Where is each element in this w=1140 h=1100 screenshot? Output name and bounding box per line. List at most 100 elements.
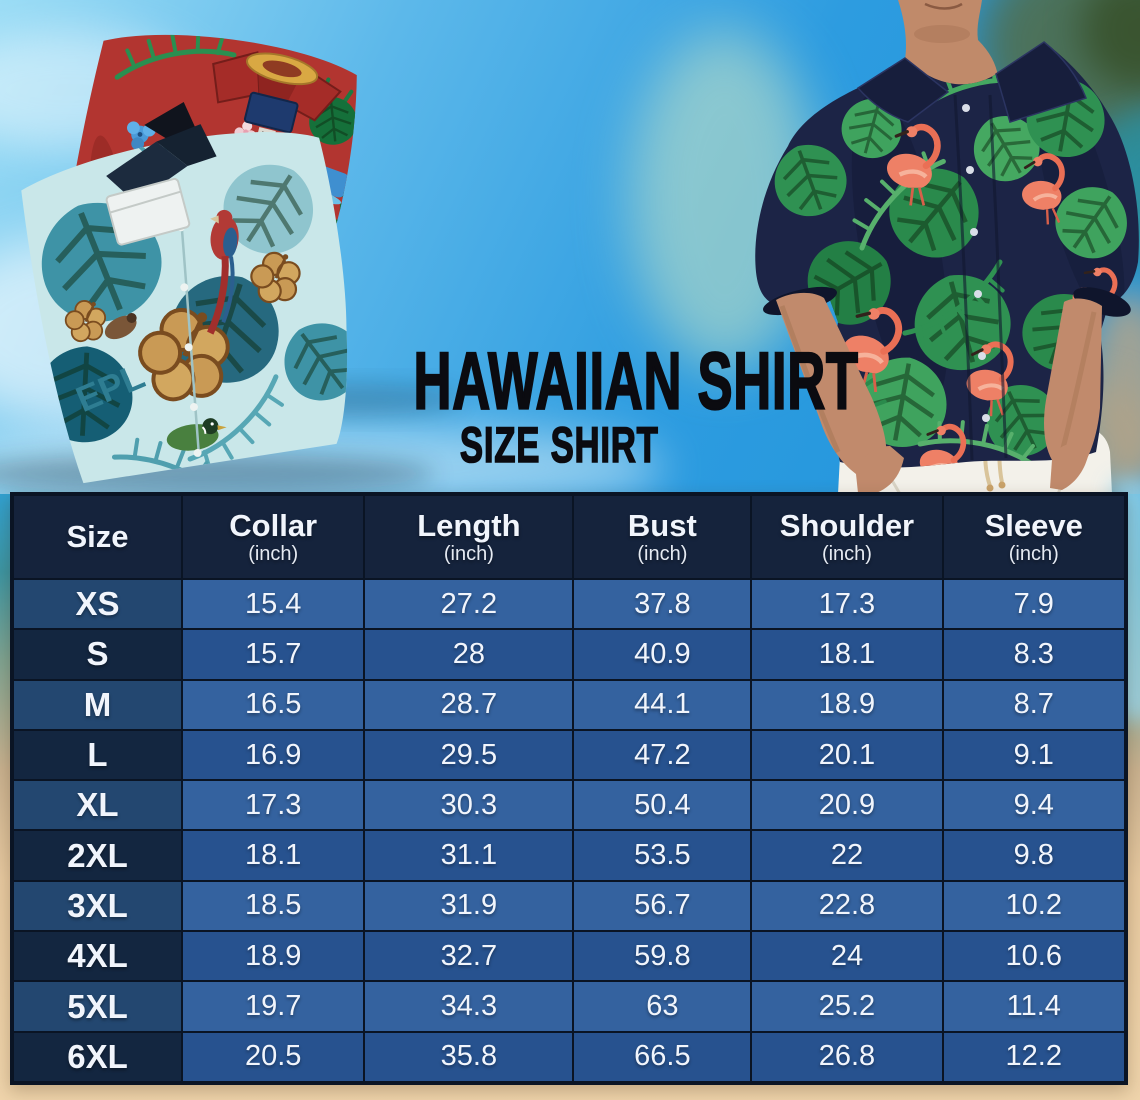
parrot-print — [207, 209, 239, 335]
col-header-unit: (inch) — [443, 542, 494, 565]
col-header-bust: Bust (inch) — [573, 495, 752, 579]
col-header-unit: (inch) — [637, 542, 688, 565]
size-row-m: M 16.5 28.7 44.1 18.9 8.7 — [13, 679, 1125, 730]
col-header-collar: Collar (inch) — [182, 495, 365, 579]
man-left-hand — [856, 446, 904, 493]
shirt-collar — [995, 41, 1087, 123]
value-cell-s-collar: 15.7 — [182, 629, 365, 680]
value-cell-m-shoulder: 18.9 — [751, 679, 943, 730]
size-label-cell: XL — [13, 780, 183, 831]
value-cell-2xl-length: 31.1 — [364, 830, 574, 881]
value-cell-5xl-collar: 19.7 — [182, 981, 365, 1032]
value-cell-5xl-shoulder: 25.2 — [751, 981, 943, 1032]
size-label-cell: 5XL — [13, 981, 183, 1032]
hero-illustration: IN M — [0, 0, 1139, 494]
value-cell-m-length: 28.7 — [364, 679, 574, 730]
value-cell-s-sleeve: 8.3 — [942, 629, 1125, 680]
col-header-shoulder: Shoulder (inch) — [751, 495, 943, 579]
value-cell-2xl-collar: 18.1 — [182, 830, 365, 881]
size-label-cell: S — [13, 629, 183, 680]
value-cell-l-sleeve: 9.1 — [942, 729, 1125, 781]
col-header-label: Shoulder — [779, 508, 915, 543]
value-cell-xl-collar: 17.3 — [182, 780, 365, 831]
value-cell-2xl-bust: 53.5 — [573, 830, 752, 881]
header-row: Size Collar (inch) Length (inch) Bust (inch) Sh… — [13, 495, 1125, 579]
value-cell-xl-length: 30.3 — [364, 780, 574, 831]
value-cell-6xl-bust: 66.5 — [573, 1031, 752, 1082]
value-cell-5xl-bust: 63 — [573, 981, 752, 1032]
value-cell-4xl-collar: 18.9 — [182, 931, 365, 982]
size-label-cell: 4XL — [13, 931, 183, 982]
size-row-3xl: 3XL 18.5 31.9 56.7 22.8 10.2 — [13, 880, 1125, 932]
col-header-label: Sleeve — [984, 508, 1083, 543]
value-cell-m-collar: 16.5 — [182, 679, 365, 730]
value-cell-6xl-collar: 20.5 — [182, 1031, 365, 1082]
value-cell-4xl-bust: 59.8 — [573, 931, 752, 982]
size-label-cell: M — [13, 679, 183, 730]
value-cell-l-collar: 16.9 — [182, 729, 365, 781]
value-cell-xs-bust: 37.8 — [573, 579, 752, 630]
value-cell-l-bust: 47.2 — [573, 729, 752, 781]
value-cell-2xl-sleeve: 9.8 — [942, 830, 1125, 881]
red-shirt-brand-label — [243, 91, 299, 134]
col-header-unit: (inch) — [1008, 542, 1059, 565]
poster-title: HAWAIIAN SHIRT SIZE SHIRT — [327, 340, 859, 473]
size-row-l: L 16.9 29.5 47.2 20.1 9.1 — [13, 729, 1125, 781]
value-cell-5xl-sleeve: 11.4 — [942, 981, 1125, 1032]
man-right-hand — [1050, 443, 1088, 490]
size-chart-table: Size Collar (inch) Length (inch) Bust (inch) Sh… — [10, 492, 1128, 1085]
beach-hero-photo: IN M — [0, 0, 1140, 494]
value-cell-xl-shoulder: 20.9 — [751, 780, 943, 831]
size-label-cell: XS — [13, 579, 183, 630]
teal-shirt-collar — [106, 141, 188, 203]
value-cell-3xl-bust: 56.7 — [573, 880, 752, 932]
teal-hawaiian-shirt: EPL — [0, 101, 365, 494]
col-header-label: Size — [66, 519, 129, 555]
value-cell-m-sleeve: 8.7 — [942, 679, 1125, 730]
value-cell-4xl-length: 32.7 — [364, 931, 574, 982]
man-right-forearm — [1044, 298, 1102, 468]
value-cell-xs-collar: 15.4 — [182, 579, 365, 630]
size-row-s: S 15.7 28 40.9 18.1 8.3 — [13, 629, 1125, 680]
value-cell-4xl-sleeve: 10.6 — [942, 931, 1125, 982]
value-cell-6xl-length: 35.8 — [364, 1031, 574, 1082]
col-header-size: Size — [13, 495, 183, 579]
col-header-label: Collar — [229, 508, 318, 543]
value-cell-xs-shoulder: 17.3 — [751, 579, 943, 630]
value-cell-s-bust: 40.9 — [573, 629, 752, 680]
col-header-unit: (inch) — [248, 542, 299, 565]
value-cell-l-shoulder: 20.1 — [751, 729, 943, 781]
col-header-length: Length (inch) — [364, 495, 574, 579]
title-line-2: SIZE SHIRT — [460, 416, 659, 473]
size-label-cell: 2XL — [13, 830, 183, 881]
value-cell-6xl-shoulder: 26.8 — [751, 1031, 943, 1082]
col-header-label: Length — [417, 508, 521, 543]
value-cell-3xl-collar: 18.5 — [182, 880, 365, 932]
size-row-4xl: 4XL 18.9 32.7 59.8 24 10.6 — [13, 931, 1125, 982]
value-cell-xl-sleeve: 9.4 — [942, 780, 1125, 831]
value-cell-l-length: 29.5 — [364, 729, 574, 781]
size-row-xs: XS 15.4 27.2 37.8 17.3 7.9 — [13, 579, 1125, 630]
value-cell-3xl-shoulder: 22.8 — [751, 880, 943, 932]
size-row-2xl: 2XL 18.1 31.1 53.5 22 9.8 — [13, 830, 1125, 881]
size-row-xl: XL 17.3 30.3 50.4 20.9 9.4 — [13, 780, 1125, 831]
value-cell-3xl-sleeve: 10.2 — [942, 880, 1125, 932]
value-cell-xs-length: 27.2 — [364, 579, 574, 630]
value-cell-s-length: 28 — [364, 629, 574, 680]
size-label-cell: L — [13, 729, 183, 781]
size-row-5xl: 5XL 19.7 34.3 63 25.2 11.4 — [13, 981, 1125, 1032]
value-cell-5xl-length: 34.3 — [364, 981, 574, 1032]
title-line-1: HAWAIIAN SHIRT — [413, 336, 859, 427]
value-cell-m-bust: 44.1 — [573, 679, 752, 730]
col-header-sleeve: Sleeve (inch) — [942, 495, 1125, 579]
man-figure — [755, 0, 1139, 494]
value-cell-xs-sleeve: 7.9 — [942, 579, 1125, 630]
man-left-forearm — [776, 292, 887, 474]
value-cell-s-shoulder: 18.1 — [751, 629, 943, 680]
col-header-unit: (inch) — [821, 542, 872, 565]
size-row-6xl: 6XL 20.5 35.8 66.5 26.8 12.2 — [13, 1031, 1125, 1082]
duck-print — [166, 418, 227, 451]
size-label-cell: 3XL — [13, 880, 183, 932]
col-header-label: Bust — [627, 508, 697, 543]
